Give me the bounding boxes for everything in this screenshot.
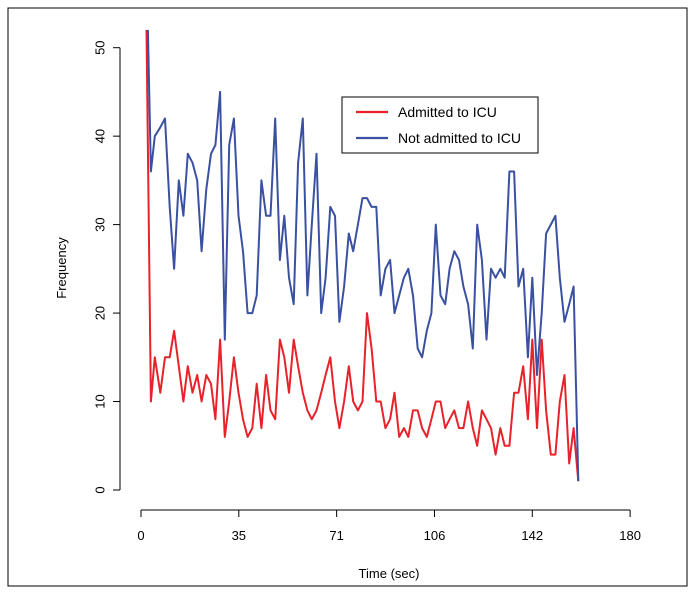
legend: Admitted to ICU Not admitted to ICU — [341, 96, 539, 154]
y-tick-label: 40 — [93, 129, 108, 143]
x-axis-label: Time (sec) — [359, 566, 420, 581]
x-tick-label: 71 — [329, 528, 343, 543]
chart-frame — [7, 7, 688, 587]
x-tick-label: 142 — [521, 528, 543, 543]
x-tick-label: 106 — [424, 528, 446, 543]
legend-box — [341, 96, 539, 154]
series-line-admitted — [145, 29, 580, 482]
x-tick-label: 0 — [137, 528, 144, 543]
series-line-not-admitted — [146, 29, 580, 482]
series-layer — [145, 29, 580, 482]
x-tick-label: 180 — [619, 528, 641, 543]
legend-label-admitted: Admitted to ICU — [398, 104, 497, 120]
y-tick-label: 10 — [93, 394, 108, 408]
y-tick-label: 0 — [93, 486, 108, 493]
y-tick-label: 20 — [93, 306, 108, 320]
x-axis: 0 35 71 106 142 180 — [137, 509, 641, 543]
y-tick-label: 30 — [93, 217, 108, 231]
x-tick-label: 35 — [232, 528, 246, 543]
y-axis-label: Frequency — [54, 237, 69, 299]
y-axis: 0 10 20 30 40 50 — [93, 40, 121, 494]
legend-label-not-admitted: Not admitted to ICU — [398, 130, 521, 146]
y-tick-label: 50 — [93, 40, 108, 54]
